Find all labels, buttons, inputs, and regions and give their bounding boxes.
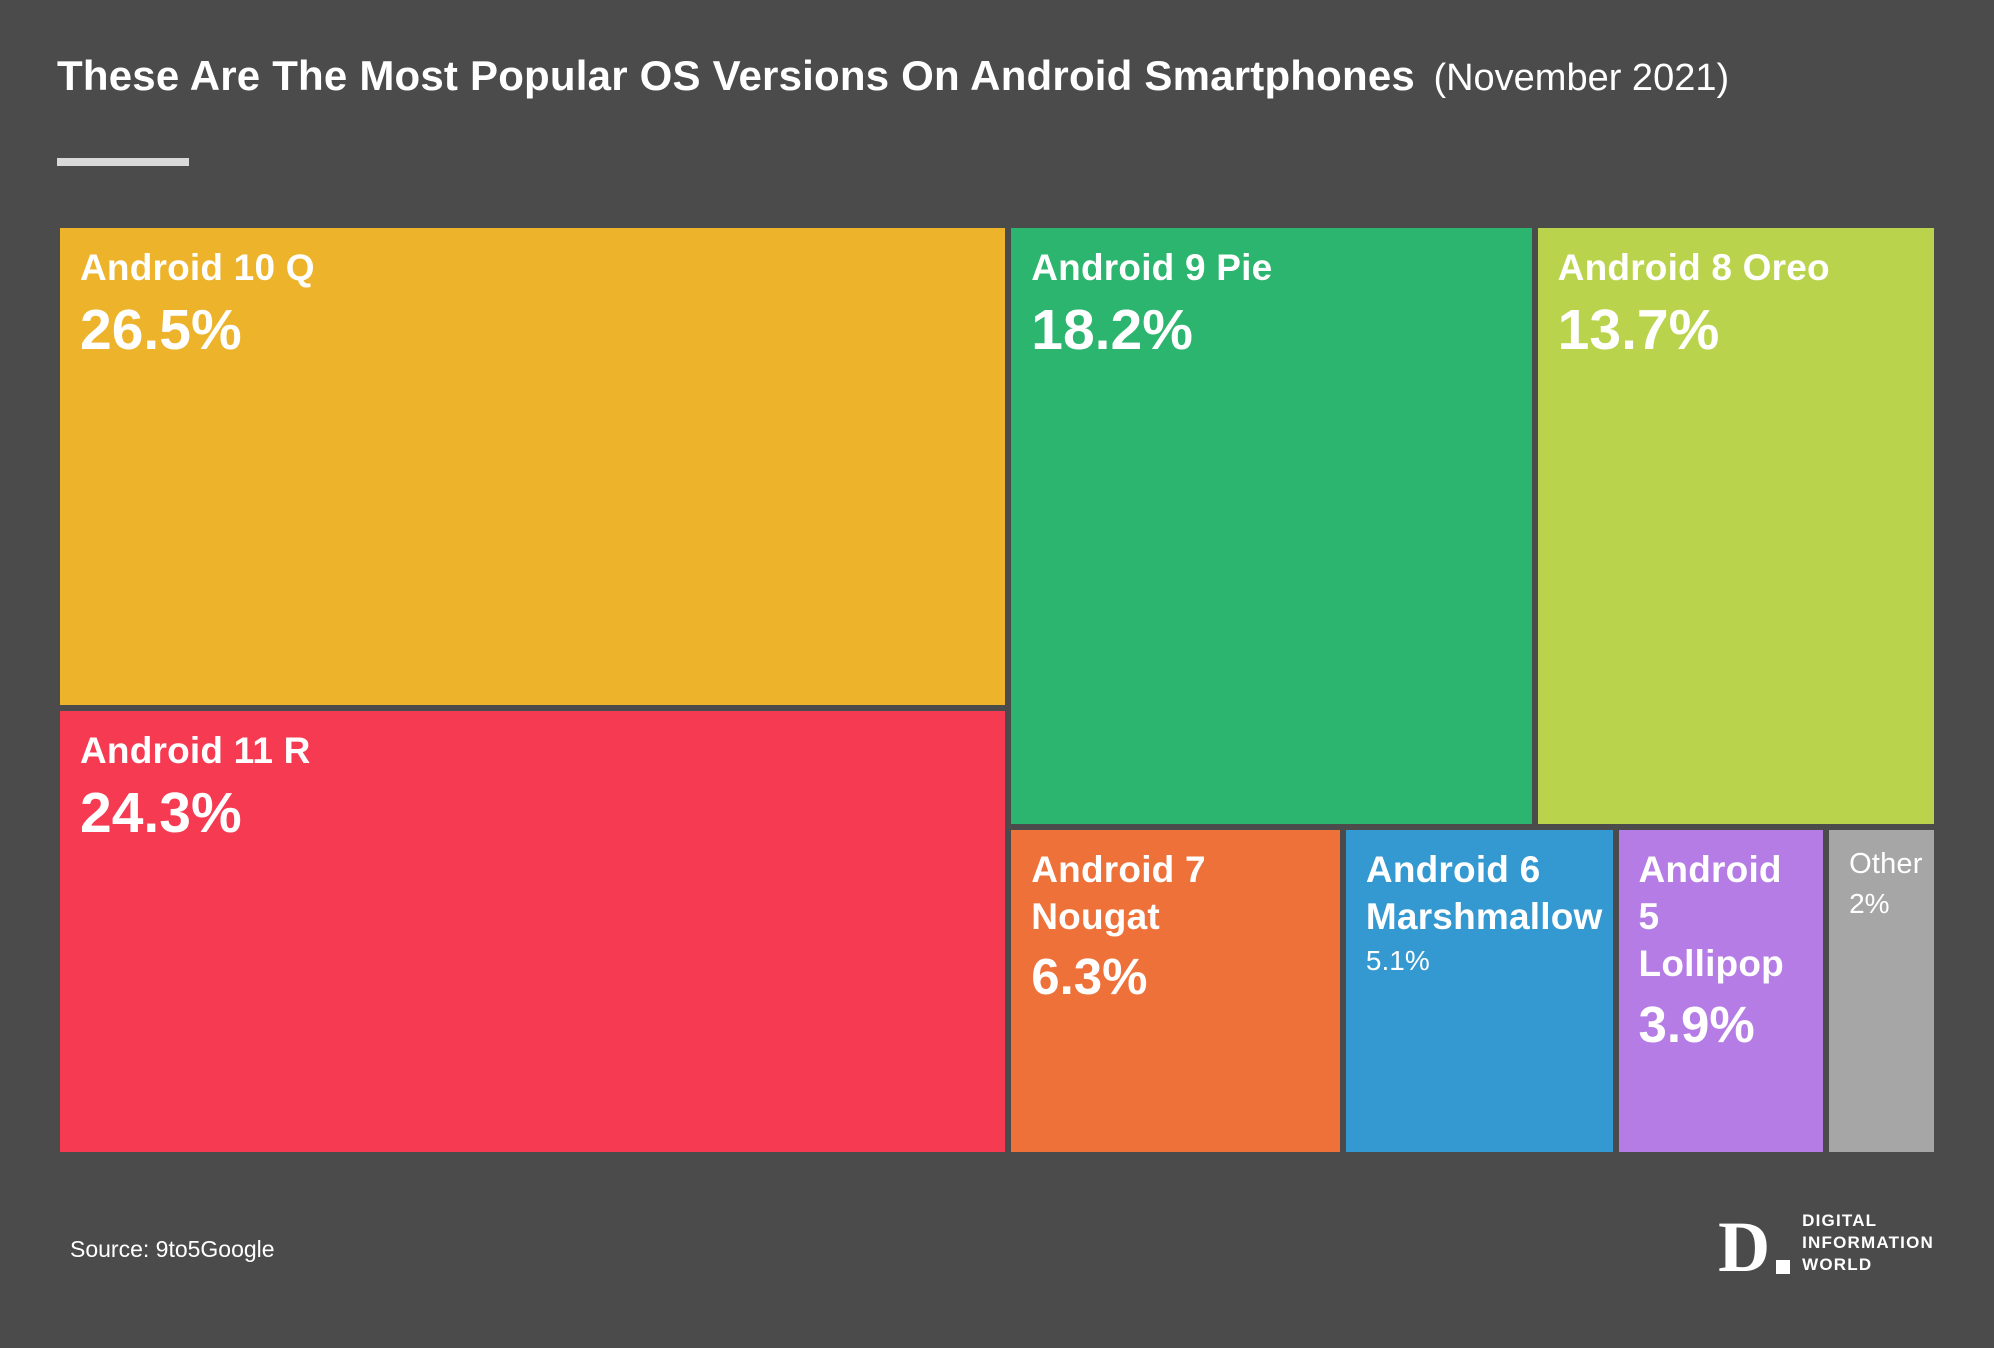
tile-label: Android 7 Nougat — [1031, 848, 1206, 938]
tile-value: 3.9% — [1638, 995, 1755, 1053]
tile-value: 13.7% — [1557, 298, 1720, 363]
logo-wordmark: DIGITAL INFORMATION WORLD — [1802, 1210, 1934, 1278]
tile-label: Android 8 Oreo — [1557, 247, 1830, 288]
treemap-tile-other: Other 2% — [1826, 826, 1937, 1155]
tile-label: Android 6 Marshmallow — [1365, 848, 1603, 938]
tile-value: 6.3% — [1031, 948, 1148, 1006]
logo-letter: D — [1718, 1207, 1771, 1288]
treemap-tile-android-9-pie: Android 9 Pie 18.2% — [1008, 225, 1535, 827]
tile-label: Other — [1849, 847, 1923, 880]
chart-header: These Are The Most Popular OS Versions O… — [57, 52, 1937, 100]
source-caption: Source: 9to5Google — [70, 1236, 275, 1262]
treemap-chart: Android 10 Q 26.5% Android 11 R 24.3% Androi… — [57, 225, 1937, 1155]
title-accent-bar — [57, 158, 189, 166]
tile-label: Android 10 Q — [80, 247, 315, 288]
tile-value: 18.2% — [1031, 298, 1193, 363]
logo-line-3: WORLD — [1802, 1255, 1873, 1275]
tile-label: Android 9 Pie — [1031, 247, 1273, 288]
treemap-tile-android-11-r: Android 11 R 24.3% — [57, 707, 1009, 1155]
tile-value: 2% — [1849, 887, 1890, 919]
treemap-tile-android-8-oreo: Android 8 Oreo 13.7% — [1534, 225, 1937, 827]
tile-label: Android 11 R — [80, 729, 311, 771]
treemap-tile-android-10-q: Android 10 Q 26.5% — [57, 225, 1009, 708]
treemap-tile-android-6-marshmallow: Android 6 Marshmallow 5.1% — [1342, 826, 1616, 1155]
page-subtitle: (November 2021) — [1433, 57, 1730, 99]
tile-label: Android 5 Lollipop — [1638, 848, 1784, 985]
tile-value: 26.5% — [80, 298, 242, 363]
tile-value: 5.1% — [1365, 945, 1430, 977]
tile-value: 24.3% — [80, 781, 242, 846]
brand-logo: D DIGITAL INFORMATION WORLD — [1718, 1207, 1934, 1288]
treemap-tile-android-7-nougat: Android 7 Nougat 6.3% — [1008, 826, 1343, 1155]
logo-line-2: INFORMATION — [1802, 1233, 1934, 1253]
treemap-tile-android-5-lollipop: Android 5 Lollipop 3.9% — [1615, 826, 1827, 1155]
logo-line-1: DIGITAL — [1802, 1211, 1878, 1230]
logo-square-icon — [1776, 1260, 1791, 1275]
page-title: These Are The Most Popular OS Versions O… — [57, 52, 1415, 99]
